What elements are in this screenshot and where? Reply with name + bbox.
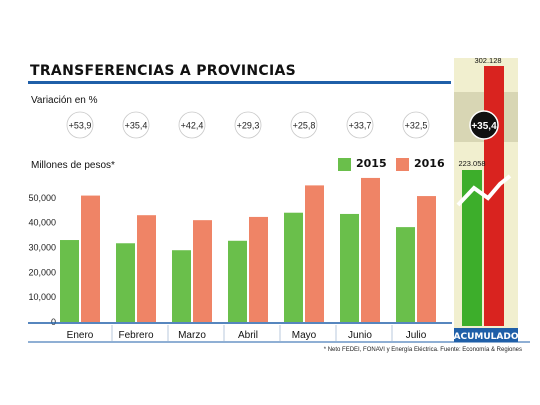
- accumulated-label-strip: [454, 328, 518, 342]
- x-tick-label-enero: Enero: [67, 330, 94, 341]
- variation-value: +53,9: [69, 121, 92, 131]
- bar-2016-marzo: [193, 220, 212, 322]
- variation-bubble: [122, 111, 150, 139]
- x-tick-label-abril: Abril: [238, 330, 258, 341]
- x-tick-label-junio: Junio: [348, 330, 372, 341]
- bar-2015-enero: [60, 240, 79, 322]
- variation-bubble: [66, 111, 94, 139]
- legend-label-2015: 2015: [356, 157, 387, 170]
- bar-2015-junio: [340, 213, 359, 322]
- variation-label: Variación en %: [31, 95, 98, 106]
- variation-value: +25,8: [293, 121, 316, 131]
- chart-title: TRANSFERENCIAS A PROVINCIAS: [30, 63, 296, 79]
- y-tick-label: 0: [51, 317, 56, 327]
- legend-swatch-2016: [396, 158, 409, 171]
- variation-value: +29,3: [237, 121, 260, 131]
- variation-value: +33,7: [349, 121, 372, 131]
- bar-2016-junio: [361, 177, 380, 322]
- x-tick-label-julio: Julio: [406, 330, 427, 341]
- bar-2015-abril: [228, 240, 247, 322]
- variation-value: +42,4: [181, 121, 204, 131]
- bar-2016-abril: [249, 216, 268, 322]
- variation-bubble: [346, 111, 374, 139]
- accumulated-2015-value: 223.058: [458, 159, 485, 168]
- title-underline: [28, 81, 451, 84]
- x-tick-label-mayo: Mayo: [292, 330, 317, 341]
- bar-2015-marzo: [172, 250, 191, 322]
- axis-break-mark: [456, 174, 512, 207]
- units-label: Millones de pesos*: [31, 160, 115, 171]
- y-tick-label: 10,000: [28, 292, 56, 302]
- x-tick-label-marzo: Marzo: [178, 330, 206, 341]
- y-tick-label: 50,000: [28, 193, 56, 203]
- bar-2016-febrero: [137, 215, 156, 322]
- variation-bubble: [402, 111, 430, 139]
- bar-2016-julio: [417, 196, 436, 322]
- accumulated-variation-value: +35,4: [471, 121, 497, 132]
- variation-bubble: [234, 111, 262, 139]
- bar-2015-julio: [396, 227, 415, 322]
- source-note: * Neto FEDEI, FONAVI y Energía Eléctrica…: [323, 347, 522, 353]
- bar-2016-mayo: [305, 185, 324, 322]
- accumulated-variation-bubble: [469, 110, 499, 140]
- variation-value: +32,5: [405, 121, 428, 131]
- legend-label-2016: 2016: [414, 157, 445, 170]
- y-tick-label: 20,000: [28, 267, 56, 277]
- y-tick-label: 40,000: [28, 218, 56, 228]
- accumulated-label: ACUMULADO: [454, 332, 519, 342]
- variation-bubble: [290, 111, 318, 139]
- accumulated-bar-2015: [462, 170, 482, 326]
- accumulated-2016-value: 302.128: [474, 56, 501, 65]
- legend-swatch-2015: [338, 158, 351, 171]
- x-tick-label-febrero: Febrero: [118, 330, 153, 341]
- variation-bubble: [178, 111, 206, 139]
- bar-2015-febrero: [116, 243, 135, 322]
- variation-value: +35,4: [125, 121, 148, 131]
- bar-2016-enero: [81, 195, 100, 322]
- y-tick-label: 30,000: [28, 242, 56, 252]
- bar-2015-mayo: [284, 212, 303, 322]
